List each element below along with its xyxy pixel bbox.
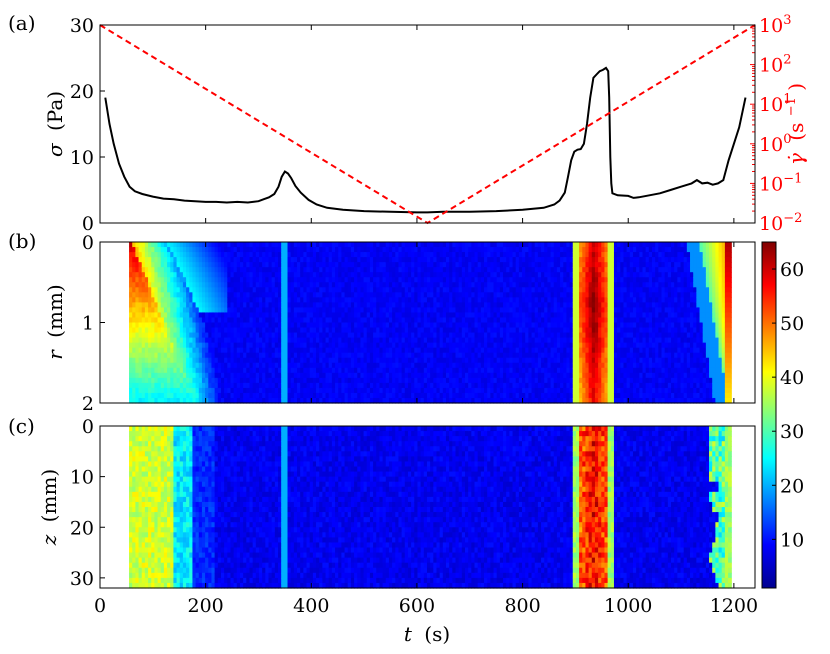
x-axis-label: t (s) [404,622,450,646]
x-tick-label: 800 [504,595,540,617]
x-tick-label: 400 [293,595,329,617]
panel-b-frame [99,241,756,404]
panel-a-right-tick-label: 101 [759,92,791,116]
panel-a-ticks: 0 10 20 30 10−2 10−1 100 101 102 103 [70,13,803,235]
heatmap-y-tick-label: 0 [82,232,94,254]
panel-a-series [99,24,756,225]
panel-a-frame [99,24,756,224]
stress-line [104,66,747,214]
panel-a-right-tick-label: 10−2 [759,211,802,235]
panel-b-ylabel-unit: (mm) [43,284,67,338]
panel-c-heatmap [129,426,732,589]
colorbar-tick-label: 60 [780,259,804,281]
panel-a-left-tick-label: 0 [82,213,94,235]
panel-a-right-tick-label: 100 [759,132,791,156]
colorbar-tick-label: 30 [780,421,804,443]
panel-a-right-label: γ̇ (s −1 ) [776,83,808,165]
panel-a-left-tick-label: 10 [70,147,94,169]
panel-a-right-label-exp: −1 [784,97,799,116]
heatmap-y-tick-label: 20 [70,517,94,539]
panel-label-a: (a) [8,11,36,35]
heatmap-y-tick-label: 30 [70,568,94,590]
panel-b-ticks: 0 1 2 [82,232,105,415]
panel-a-ylabel-var: σ [43,142,67,157]
panel-a-plot: 0 10 20 30 10−2 10−1 100 101 102 103 σ (Pa) γ̇ (s… [43,13,808,235]
panel-a-left-tick-label: 20 [70,81,94,103]
panel-a-right-tick-label: 10−1 [759,171,802,195]
panel-b-ylabel-var: r [43,349,67,360]
panel-a-right-label-var: γ̇ [784,153,808,165]
panel-a-left-tick-label: 30 [70,15,94,37]
heatmap-y-tick-label: 0 [82,416,94,438]
x-tick-label: 600 [399,595,435,617]
x-axis-label-unit: (s) [424,622,450,646]
panel-c-ylabel: z (mm) [37,469,61,546]
panel-c-ylabel-unit: (mm) [37,469,61,523]
x-tick-label: 0 [94,595,106,617]
panel-label-b: (b) [8,229,36,253]
x-tick-label: 1200 [710,595,758,617]
x-tick-label: 1000 [604,595,652,617]
colorbar-tick-label: 40 [780,367,804,389]
panel-c-frame [99,425,756,589]
panel-c-ylabel-var: z [37,534,61,546]
colorbar-gradient [761,241,777,589]
heatmap-y-tick-label: 1 [82,313,94,335]
heatmap-y-tick-label: 10 [70,467,94,489]
panel-a-ylabel-unit: (Pa) [43,91,67,131]
colorbar: 10 20 30 40 50 60 [761,241,804,589]
panel-b-heatmap [129,242,732,404]
colorbar-tick-label: 20 [780,475,804,497]
heatmap-y-tick-label: 2 [82,393,94,415]
x-tick-label: 200 [188,595,224,617]
panel-b-plot: 0 1 2 r (mm) [43,232,756,415]
panel-a-right-label-close: ) [784,83,808,91]
panel-b-ylabel: r (mm) [43,284,67,359]
x-axis-label-var: t [404,622,413,646]
panel-a-right-label-unit: (s [784,123,808,141]
panel-a-right-tick-label: 102 [759,53,791,77]
colorbar-ticks: 10 20 30 40 50 60 [772,259,804,551]
panel-label-c: (c) [8,414,35,438]
colorbar-tick-label: 50 [780,313,804,335]
panel-a-ylabel: σ (Pa) [43,91,67,157]
panel-a-right-tick-label: 103 [759,13,791,37]
colorbar-tick-label: 10 [780,529,804,551]
